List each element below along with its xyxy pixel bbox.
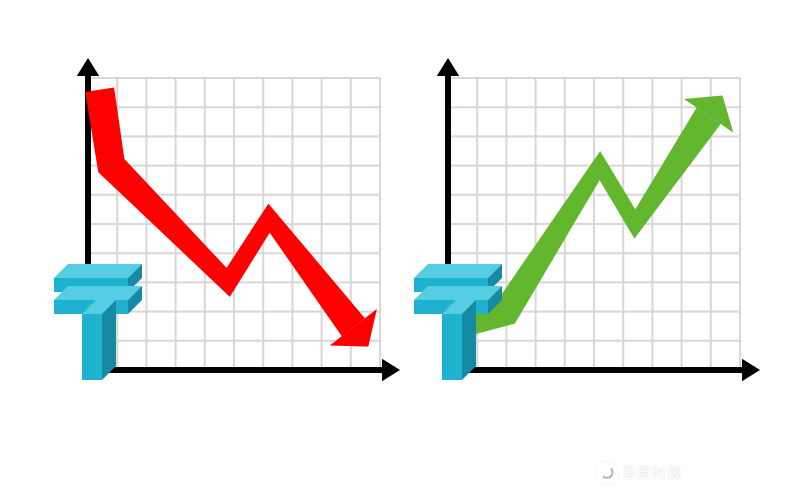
- figure-canvas: 华夏时报: [0, 0, 800, 502]
- up-chart: [418, 70, 748, 400]
- watermark: 华夏时报: [596, 462, 682, 484]
- tenge-3d-icon: [54, 264, 142, 380]
- down-chart: [58, 70, 388, 400]
- weibo-icon: [596, 462, 618, 484]
- watermark-text: 华夏时报: [622, 463, 682, 483]
